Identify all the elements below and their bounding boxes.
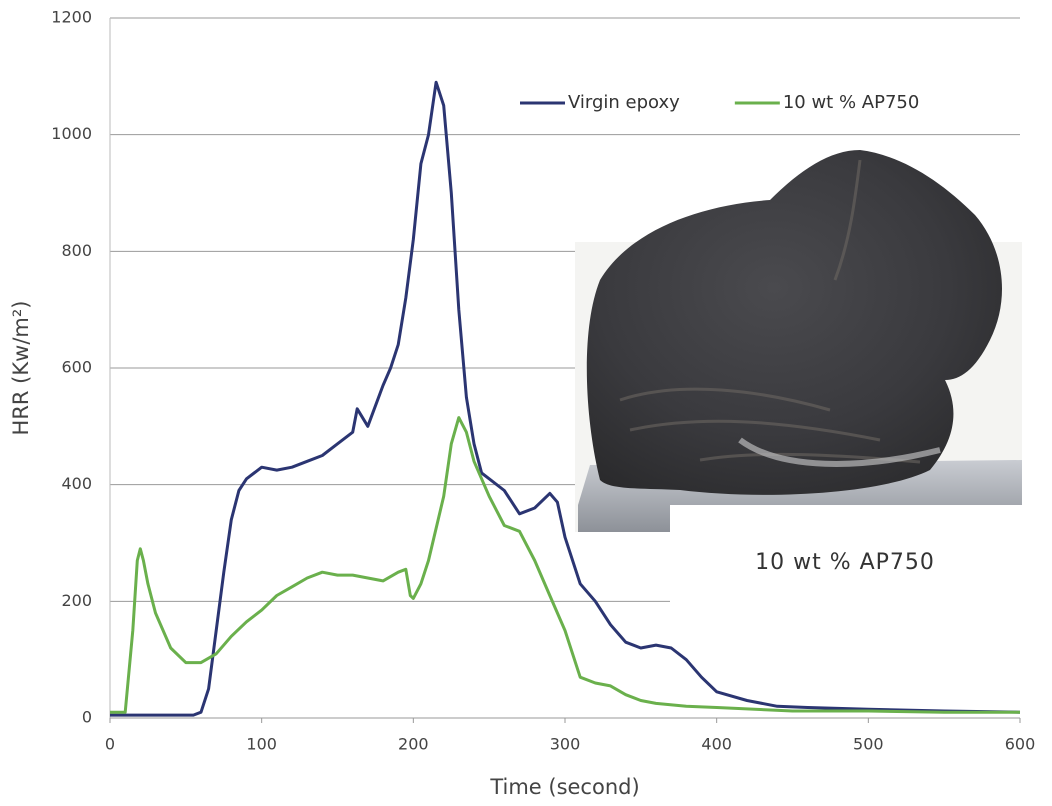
x-axis-title: Time (second)	[489, 775, 639, 799]
y-tick-label: 400	[61, 474, 92, 493]
y-tick-label: 1200	[51, 8, 92, 27]
photo-ash	[738, 437, 941, 467]
photo-texture	[619, 159, 921, 464]
y-tick-label: 1000	[51, 124, 92, 143]
x-tick-label: 200	[398, 735, 429, 754]
x-tick-label: 0	[105, 735, 115, 754]
y-tick-label: 800	[61, 241, 92, 260]
x-tick-label: 300	[550, 735, 581, 754]
y-axis-title: HRR (Kw/m²)	[9, 301, 33, 436]
y-tick-label: 600	[61, 358, 92, 377]
caption-box	[670, 505, 1022, 650]
legend-label: 10 wt % AP750	[783, 92, 919, 113]
photo-caption: 10 wt % AP750	[755, 550, 935, 575]
x-tick-label: 100	[246, 735, 277, 754]
y-tick-label: 200	[61, 591, 92, 610]
legend-label: Virgin epoxy	[568, 92, 680, 113]
inset-photo	[575, 150, 1022, 650]
x-tick-label: 600	[1005, 735, 1036, 754]
photo-rock	[586, 150, 1002, 495]
y-tick-label: 0	[82, 708, 92, 727]
series-line	[110, 416, 1020, 714]
x-tick-label: 500	[853, 735, 884, 754]
x-tick-label: 400	[701, 735, 732, 754]
series-line	[110, 80, 1021, 717]
